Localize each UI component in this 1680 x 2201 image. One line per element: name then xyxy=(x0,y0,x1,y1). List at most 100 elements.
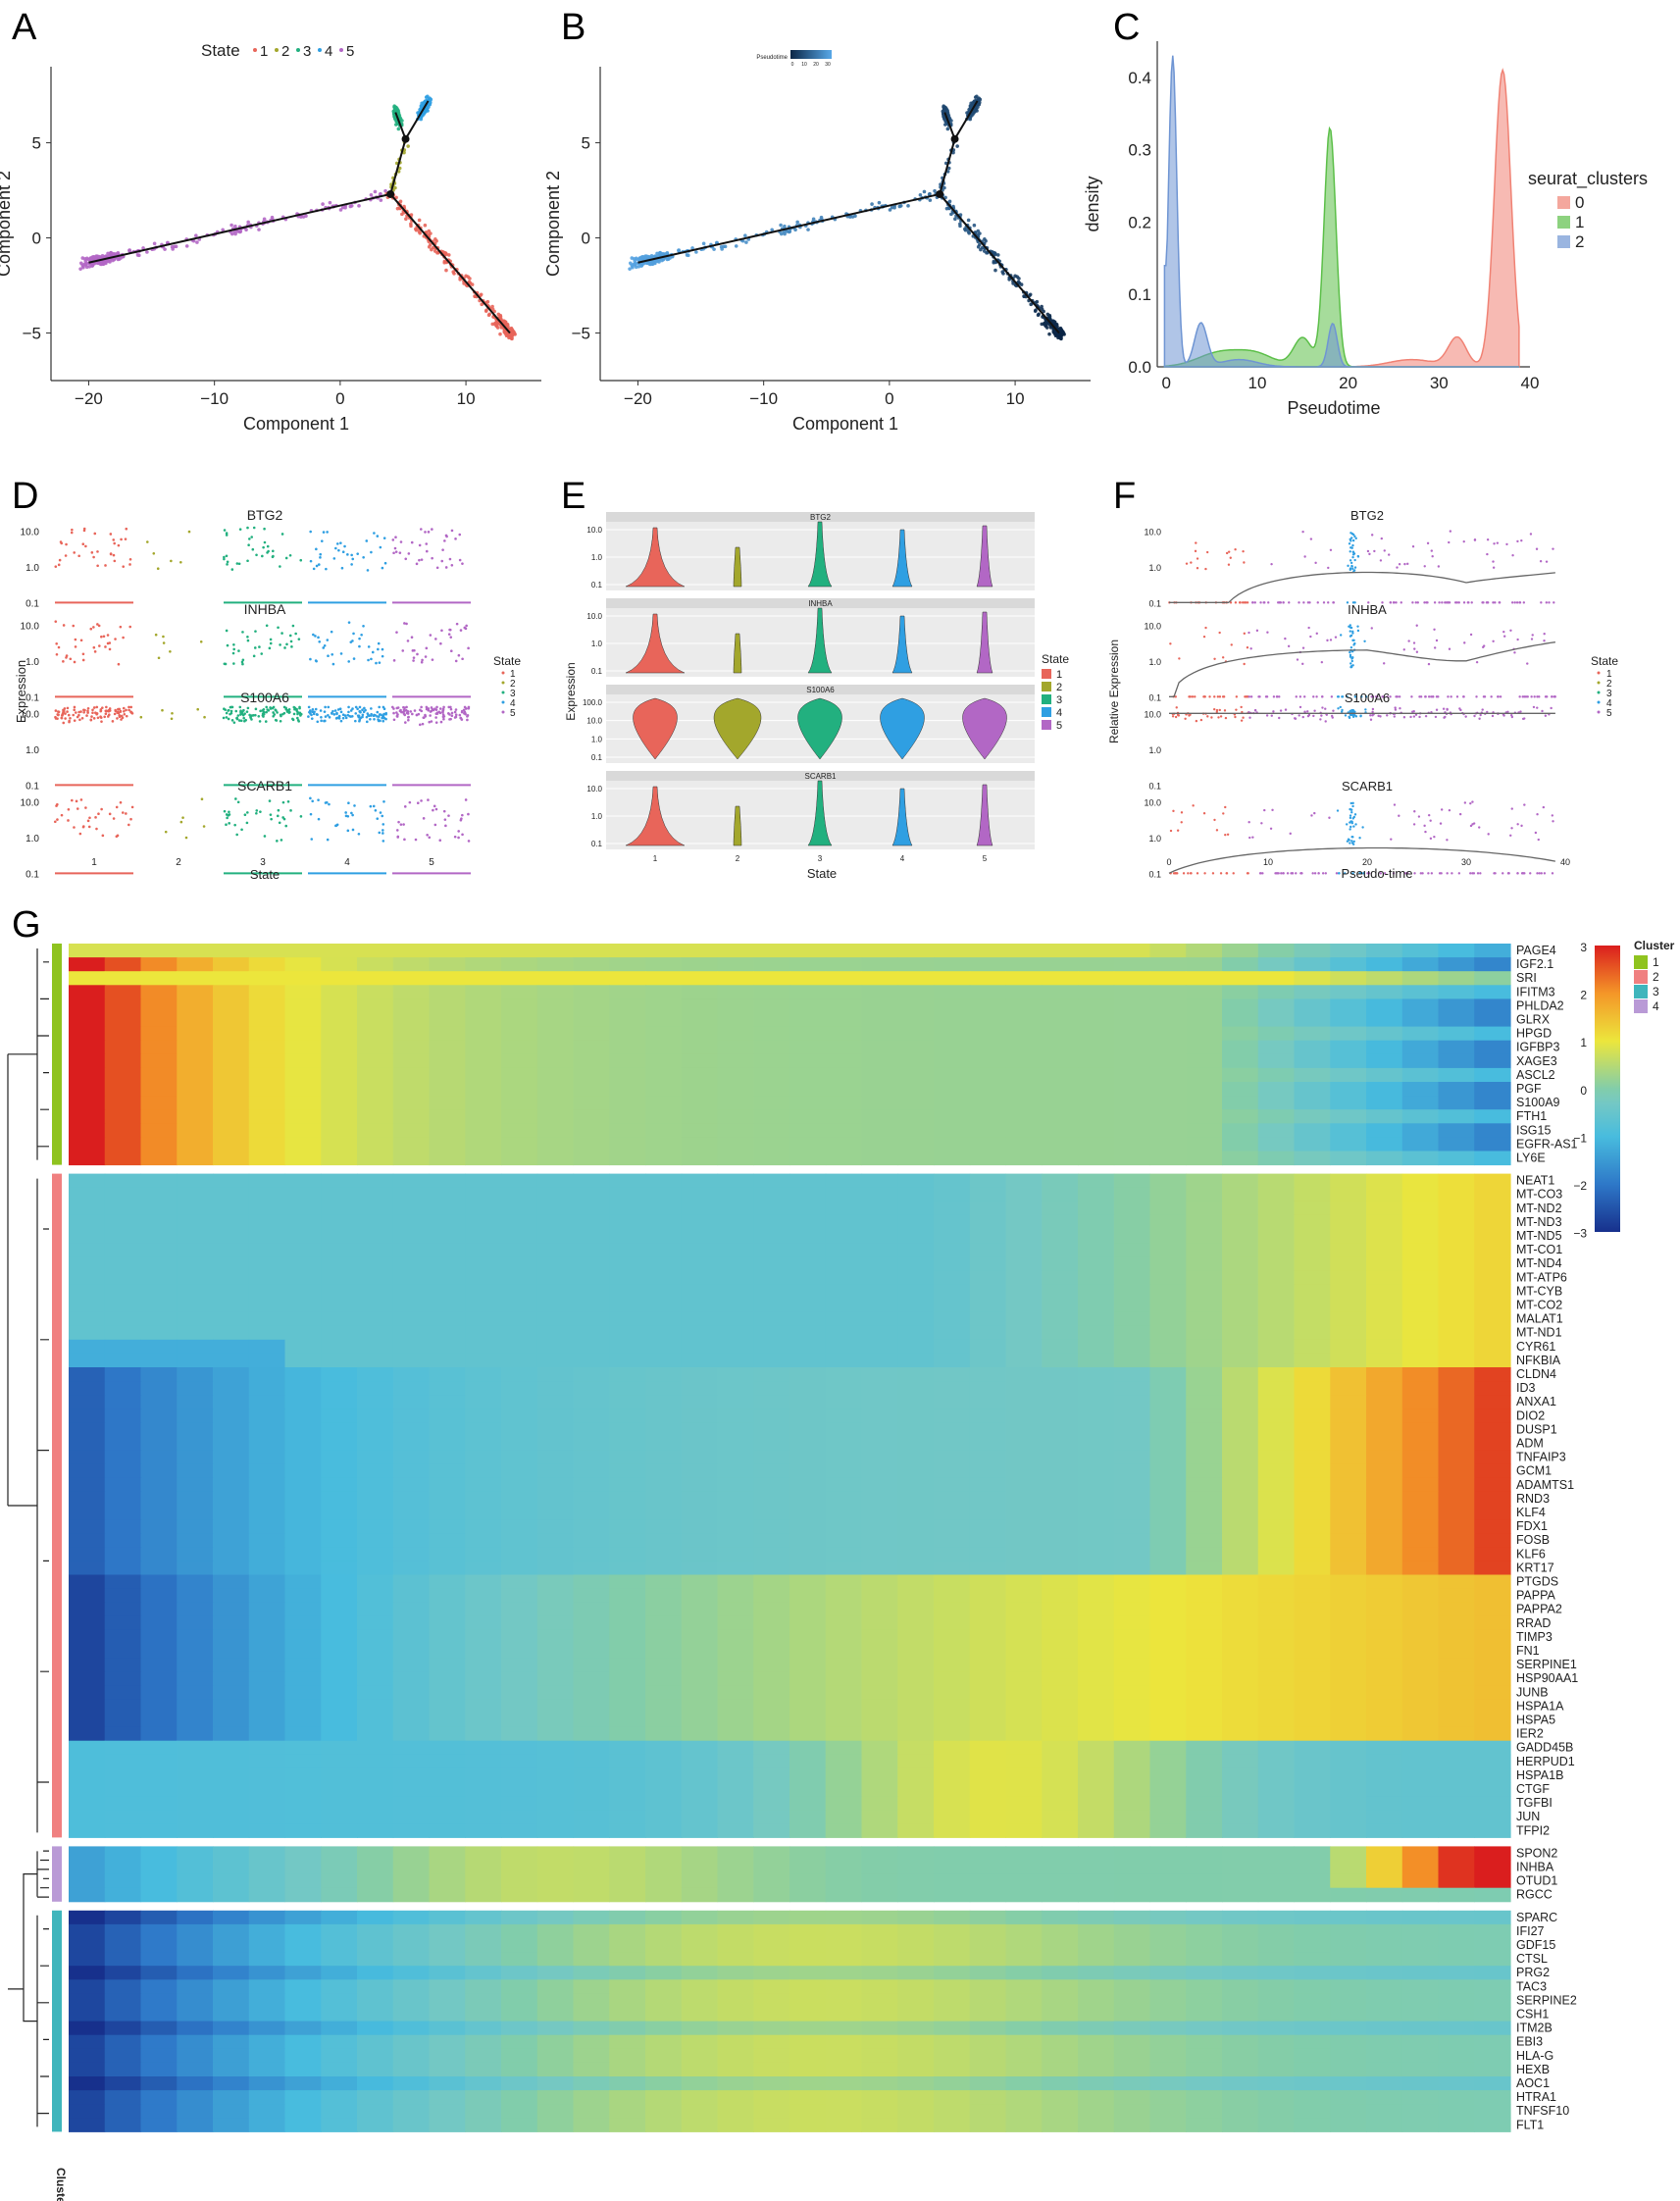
heatmap-cell xyxy=(1042,1450,1079,1465)
expression-point xyxy=(1446,872,1449,875)
expression-point xyxy=(309,812,313,816)
heatmap-cell xyxy=(284,1422,322,1437)
heatmap-cell xyxy=(429,1187,466,1203)
expression-point xyxy=(1506,872,1510,875)
heatmap-cell xyxy=(1330,1395,1367,1409)
heatmap-cell xyxy=(753,1243,790,1257)
heatmap-cell xyxy=(1474,1325,1511,1341)
expression-point xyxy=(1213,707,1216,711)
expression-point xyxy=(246,811,249,814)
heatmap-cell xyxy=(1149,1353,1187,1368)
expression-point xyxy=(1329,639,1333,641)
heatmap-cell xyxy=(1366,1151,1403,1166)
heatmap-cell xyxy=(1474,971,1511,986)
heatmap-cell xyxy=(357,1096,394,1110)
expression-point xyxy=(1482,644,1486,647)
heatmap-cell xyxy=(717,1040,754,1055)
legend-swatch xyxy=(1042,707,1051,717)
expression-point xyxy=(1309,635,1312,639)
expression-point xyxy=(274,708,278,711)
heatmap-cell xyxy=(1474,1408,1511,1423)
expression-point xyxy=(1349,665,1352,669)
heatmap-cell xyxy=(681,1270,719,1285)
heatmap-cell xyxy=(1222,1395,1259,1409)
heatmap-cell xyxy=(1366,998,1403,1013)
expression-point xyxy=(1443,716,1446,719)
heatmap-cell xyxy=(536,1026,575,1042)
expression-point xyxy=(394,550,398,553)
heatmap-cell xyxy=(248,1187,286,1203)
expression-point xyxy=(262,545,265,549)
heatmap-cell xyxy=(104,1450,142,1465)
heatmap-cell xyxy=(248,1284,286,1299)
expression-point xyxy=(278,821,281,825)
expression-point xyxy=(1178,657,1181,660)
heatmap-cell xyxy=(213,1229,250,1244)
heatmap-cell xyxy=(681,1284,719,1299)
heatmap-cell xyxy=(357,1214,394,1230)
expression-point xyxy=(314,635,317,638)
expression-point xyxy=(261,554,264,558)
heatmap-cell xyxy=(681,971,719,986)
expression-point xyxy=(461,813,464,817)
heatmap-cell xyxy=(1438,1026,1475,1042)
heatmap-cell xyxy=(825,1367,863,1382)
expression-point xyxy=(280,632,283,635)
heatmap-cell xyxy=(284,957,322,972)
expression-point xyxy=(335,712,338,716)
heatmap-cell xyxy=(681,1096,719,1110)
cell-point xyxy=(955,144,959,148)
heatmap-cell xyxy=(717,1298,754,1313)
expression-point xyxy=(1414,601,1417,604)
heatmap-cell xyxy=(1186,1298,1223,1313)
expression-point xyxy=(1435,708,1439,711)
trajectory-line xyxy=(88,192,391,264)
expression-point xyxy=(392,659,396,662)
heatmap-cell xyxy=(140,1298,178,1313)
heatmap-cell xyxy=(1078,971,1115,986)
legend-label: 2 xyxy=(1056,682,1062,693)
trajectory-line xyxy=(939,138,956,195)
expression-point xyxy=(92,645,96,649)
y-axis-title: Expression xyxy=(564,662,578,720)
expression-point xyxy=(1545,601,1549,604)
heatmap-cell xyxy=(969,1067,1007,1083)
heatmap-cell xyxy=(789,1298,827,1313)
heatmap-cell xyxy=(1294,1012,1331,1028)
expression-point xyxy=(1351,550,1355,553)
heatmap-cell xyxy=(1113,1450,1151,1465)
heatmap-cell xyxy=(69,1353,106,1368)
heatmap-cell xyxy=(104,1229,142,1244)
expression-point xyxy=(1433,646,1437,649)
expression-point xyxy=(1232,872,1235,875)
heatmap-cell xyxy=(609,1284,646,1299)
heatmap-cell xyxy=(645,1367,683,1382)
heatmap-cell xyxy=(861,1450,898,1465)
expression-point xyxy=(1307,713,1311,717)
heatmap-cell xyxy=(1222,1325,1259,1341)
heatmap-cell xyxy=(681,1123,719,1138)
heatmap-cell xyxy=(536,1367,575,1382)
heatmap-cell xyxy=(140,1256,178,1271)
expression-point xyxy=(1451,872,1453,875)
heatmap-cell xyxy=(177,998,214,1013)
heatmap-cell xyxy=(573,1173,610,1189)
heatmap-cell xyxy=(861,1256,898,1271)
x-tick-label: 1 xyxy=(653,854,658,863)
expression-point xyxy=(370,550,373,554)
expression-point xyxy=(1324,872,1327,875)
expression-point xyxy=(224,708,227,711)
heatmap-cell xyxy=(969,1201,1007,1216)
heatmap-cell xyxy=(645,1298,683,1313)
heatmap-cell xyxy=(357,1109,394,1124)
heatmap-cell xyxy=(248,1151,286,1166)
expression-point xyxy=(1448,540,1451,544)
heatmap-cell xyxy=(1222,1270,1259,1285)
expression-point xyxy=(431,658,434,661)
heatmap-cell xyxy=(321,1408,358,1423)
heatmap-cell xyxy=(321,1381,358,1396)
expression-point xyxy=(408,800,412,804)
heatmap-cell xyxy=(1330,985,1367,999)
heatmap-cell xyxy=(1005,1173,1043,1189)
expression-point xyxy=(346,713,350,717)
